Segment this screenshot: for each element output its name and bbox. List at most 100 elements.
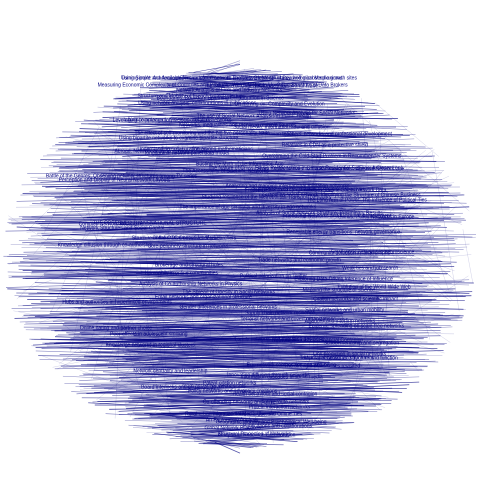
- network-edge: [267, 231, 302, 382]
- network-edge: [156, 157, 437, 162]
- network-edge: [150, 122, 320, 129]
- network-edge: [283, 148, 463, 225]
- network-edge: [374, 102, 439, 157]
- network-edge: [214, 441, 241, 454]
- network-edge: [74, 187, 439, 191]
- network-edge: [145, 390, 400, 396]
- network-edge: [54, 160, 315, 174]
- node-label: Health behaviour and social contagion: [232, 391, 318, 398]
- network-edge: [29, 205, 334, 208]
- network-edge: [118, 398, 381, 412]
- network-edge: [169, 432, 311, 440]
- network-edge: [183, 125, 219, 196]
- network-edge: [120, 227, 371, 240]
- network-edge: [175, 435, 290, 437]
- node-label: Online dating and partner choice: [79, 325, 153, 332]
- network-edge: [90, 364, 386, 377]
- network-edge: [174, 271, 445, 354]
- network-edge: [350, 307, 423, 343]
- network-edge: [127, 369, 425, 382]
- node-label: Knowledge diffusion through co-authorshi…: [57, 242, 153, 248]
- network-edge: [209, 72, 307, 83]
- network-edge: [132, 164, 171, 417]
- network-edge: [8, 172, 441, 265]
- node-label: Alliances and interfirm networks: [304, 318, 376, 325]
- node-label: Analyzing and mapping international migr…: [225, 183, 350, 190]
- network-edge: [282, 104, 347, 222]
- network-edge: [64, 200, 205, 255]
- network-edge: [35, 350, 417, 363]
- network-edge: [119, 334, 416, 339]
- network-edge: [107, 380, 316, 390]
- node-label: The Structure of Data Networks: Internat…: [203, 83, 319, 90]
- network-edge: [350, 312, 371, 413]
- network-edge: [76, 380, 328, 395]
- network-edge: [20, 186, 348, 196]
- node-label: The Nature of Cross-Ethnic Relationships…: [208, 165, 404, 172]
- network-edge: [45, 214, 428, 222]
- network-edge: [186, 101, 270, 334]
- network-edge: [130, 189, 157, 387]
- network-edge: [262, 96, 282, 339]
- node-label: School friendship and segregation: [323, 340, 400, 347]
- network-edge: [45, 246, 468, 262]
- network-edge: [82, 241, 357, 245]
- network-edge: [81, 323, 439, 336]
- network-edge: [122, 236, 442, 285]
- node-label: Social Media Use and Offline Ties: [227, 411, 303, 418]
- node-label: Leveraging complementary versus affiliat…: [112, 117, 232, 124]
- network-edge: [195, 81, 451, 302]
- network-edge: [155, 273, 403, 351]
- network-edge: [171, 113, 369, 117]
- network-edge: [87, 359, 407, 374]
- network-edge: [132, 317, 463, 329]
- node-label: Structure and Mobility of French biotech…: [137, 93, 246, 100]
- node-label: Renewable energy transitions: network go…: [286, 229, 401, 236]
- network-edge: [158, 90, 308, 100]
- network-edge: [83, 212, 358, 218]
- network-edge: [241, 117, 255, 393]
- network-edge: [86, 177, 440, 188]
- network-edge: [207, 249, 347, 254]
- node-label: Networks, inequalities and receiving mul…: [179, 122, 297, 129]
- network-edge: [3, 256, 361, 259]
- network-edge: [105, 252, 443, 261]
- network-edge: [168, 412, 327, 425]
- network-edge: [363, 264, 382, 289]
- network-edge: [110, 145, 433, 157]
- network-edge: [52, 337, 199, 368]
- node-label: Competition and Cooperation in Scientifi…: [251, 187, 366, 194]
- network-edge: [42, 251, 457, 263]
- network-edge: [56, 251, 277, 370]
- network-edge: [180, 95, 216, 370]
- network-edge: [277, 98, 354, 104]
- node-label: Co-offending networks and crime: [202, 399, 277, 405]
- network-edge: [178, 83, 451, 277]
- network-edge: [358, 254, 472, 266]
- network-edge: [112, 236, 360, 266]
- network-edge: [73, 292, 391, 294]
- node-label: Exploring Data-Driven Inference of Influ…: [294, 276, 393, 283]
- network-edge: [212, 300, 280, 414]
- network-edge: [46, 238, 392, 252]
- network-edge: [75, 354, 405, 361]
- network-edge: [50, 188, 382, 195]
- network-edge: [166, 383, 312, 396]
- network-edge: [306, 148, 318, 413]
- network-edge: [62, 277, 454, 291]
- network-edge: [87, 285, 379, 292]
- network-edge: [132, 134, 339, 310]
- network-edge: [170, 118, 340, 129]
- network-edge: [183, 91, 360, 97]
- network-edge: [89, 115, 357, 134]
- node-label: THE OBSERVED TRANSNATIONAL STRUCTURE: [92, 220, 207, 227]
- network-edge: [79, 335, 388, 344]
- network-edge: [128, 384, 410, 399]
- network-edge: [72, 141, 354, 147]
- network-edge: [42, 355, 258, 437]
- network-edge: [102, 371, 324, 383]
- network-edge: [88, 402, 312, 414]
- network-edge: [108, 224, 380, 236]
- network-edge: [83, 169, 251, 331]
- node-label: Spatial networks and urban mobility: [305, 307, 385, 314]
